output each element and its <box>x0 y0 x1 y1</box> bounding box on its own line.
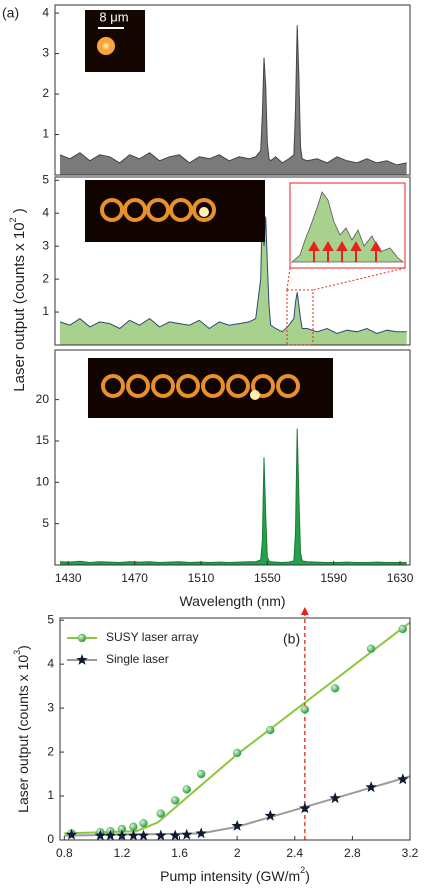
plot-frame <box>54 349 411 566</box>
circle-point <box>232 748 242 758</box>
x-tick-label: 1510 <box>188 571 215 585</box>
plot-frame <box>59 617 411 841</box>
y-tick-label: 3 <box>42 238 49 252</box>
spectrum-area <box>59 25 407 176</box>
circle-point <box>266 725 275 735</box>
spectrum-area <box>59 203 407 345</box>
x-tick-label: 2.4 <box>286 846 303 860</box>
star-point <box>116 829 128 841</box>
x-tick-label: 2.8 <box>344 846 361 860</box>
circle-point <box>139 819 148 828</box>
y-tick-label: 20 <box>36 392 50 406</box>
x-tick-label: 3.2 <box>402 846 419 860</box>
y-label-sup: 2 <box>8 217 18 222</box>
x-axis-label: Pump intensity (GW/m2) <box>160 865 310 883</box>
circle-point <box>77 633 87 643</box>
circle-point <box>170 796 180 805</box>
star-point <box>169 829 181 841</box>
star-point <box>329 792 341 804</box>
star-point <box>104 829 117 841</box>
star-point <box>299 802 311 814</box>
y-tick-label: 4 <box>42 5 49 19</box>
y-axis-label: Laser output (counts x 102 ) <box>8 208 28 391</box>
inset-image <box>85 180 265 242</box>
y-tick-label: 4 <box>47 656 54 670</box>
y-tick-label: 5 <box>42 172 49 186</box>
x-tick-label: 2 <box>234 846 241 860</box>
y-tick-label: 10 <box>36 474 50 488</box>
scale-bar-label: 8 μm <box>99 9 128 24</box>
y-tick-label: 3 <box>42 46 49 60</box>
star-point <box>65 828 78 840</box>
star-point <box>231 819 243 831</box>
star-point <box>94 829 106 841</box>
y-label-end: ) <box>15 645 31 650</box>
circle-point <box>156 809 166 818</box>
x-tick-label: 0.8 <box>56 846 73 860</box>
star-point <box>397 773 409 785</box>
y-tick-label: 3 <box>47 700 54 714</box>
circle-point <box>300 705 310 714</box>
plot-frame <box>54 176 411 346</box>
zoom-inset <box>286 182 406 346</box>
y-tick-label: 1 <box>42 127 49 141</box>
spectrum-line <box>59 25 407 166</box>
x-label-text: Pump intensity (GW/m <box>160 868 300 884</box>
panel-label: (b) <box>283 631 300 647</box>
inset-image: 8 μm <box>85 9 145 72</box>
y-tick-label: 2 <box>42 86 49 100</box>
x-tick-label: 1.6 <box>171 846 188 860</box>
plot-frame <box>54 4 411 176</box>
star-point <box>127 829 140 841</box>
y-tick-label: 4 <box>42 205 49 219</box>
x-axis-label: Wavelength (nm) <box>179 593 285 609</box>
y-tick-label: 15 <box>36 433 50 447</box>
circle-point <box>398 624 408 634</box>
x-label-end: ) <box>305 868 310 884</box>
panel-label: (a) <box>2 5 19 21</box>
y-tick-label: 2 <box>47 744 54 758</box>
y-tick-label: 5 <box>42 516 49 530</box>
y-label-end: ) <box>11 208 28 217</box>
star-point <box>181 828 193 840</box>
y-label-text: Laser output (counts x 10 <box>11 222 28 391</box>
y-label-text: Laser output (counts x 10 <box>15 655 31 813</box>
star-point <box>264 809 276 821</box>
x-tick-label: 1.2 <box>114 846 131 860</box>
y-tick-label: 1 <box>47 788 54 802</box>
x-label-text: Wavelength (nm) <box>179 593 285 609</box>
spectrum-area <box>59 428 407 565</box>
circle-point <box>366 644 376 654</box>
circle-point <box>196 769 206 779</box>
y-tick-label: 5 <box>47 612 54 626</box>
legend-label: SUSY laser array <box>106 630 198 644</box>
threshold-arrow <box>300 607 309 615</box>
legend-label: Single laser <box>106 652 169 666</box>
circle-point <box>182 785 191 794</box>
spectrum-line <box>59 428 407 564</box>
x-tick-label: 1430 <box>55 571 82 585</box>
star-point <box>137 829 150 841</box>
x-tick-label: 1470 <box>121 571 148 585</box>
x-tick-label: 1630 <box>387 571 414 585</box>
star-point <box>195 827 207 839</box>
star-point <box>155 829 167 841</box>
circle-point <box>330 684 340 693</box>
y-label-sup: 3 <box>12 650 22 655</box>
star-point <box>76 654 88 665</box>
y-tick-label: 2 <box>42 271 49 285</box>
y-axis-label: Laser output (counts x 103) <box>12 645 30 813</box>
x-tick-label: 1590 <box>320 571 347 585</box>
inset-image <box>88 358 333 418</box>
circle-point <box>129 822 138 832</box>
y-tick-label: 0 <box>47 832 54 846</box>
x-label-sup: 2 <box>300 865 305 875</box>
x-tick-label: 1550 <box>254 571 281 585</box>
y-tick-label: 1 <box>42 304 49 318</box>
star-point <box>365 781 377 793</box>
